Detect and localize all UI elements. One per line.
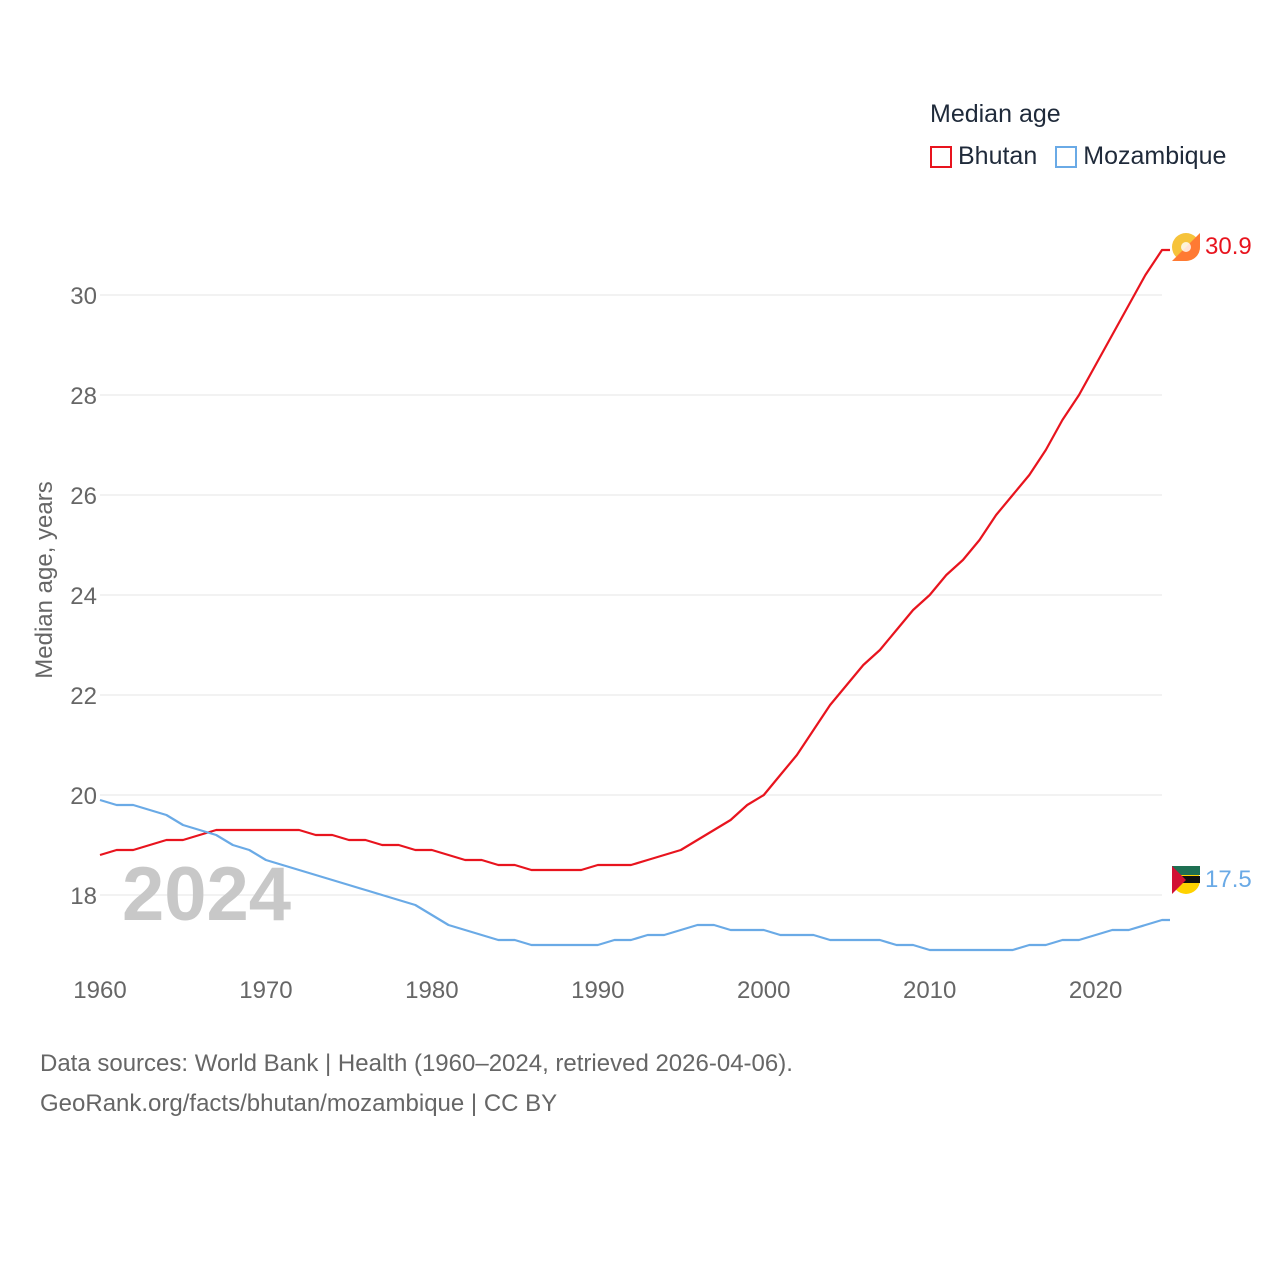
grid-lines [100, 294, 1162, 896]
bhutan-end-label: 30.9 [1205, 233, 1252, 260]
y-tick-label: 30 [70, 283, 97, 310]
legend-swatch-bhutan [930, 145, 952, 168]
data-source-text: Data sources: World Bank | Health (1960–… [40, 1050, 793, 1077]
y-tick-label: 18 [70, 883, 97, 910]
x-tick-label: 1990 [571, 977, 624, 1004]
series-line-mozambique [99, 798, 1170, 952]
x-tick-label: 2020 [1069, 977, 1122, 1004]
y-axis-ticks: 18 20 22 24 26 28 30 [70, 283, 97, 910]
footer: Data sources: World Bank | Health (1960–… [40, 1044, 793, 1124]
mozambique-end-label: 17.5 [1205, 866, 1252, 893]
y-axis-label: Median age, years [31, 481, 58, 678]
x-tick-label: 1970 [239, 977, 292, 1004]
x-tick-label: 2000 [737, 977, 790, 1004]
y-tick-label: 26 [70, 483, 97, 510]
series-lines [99, 248, 1170, 952]
y-tick-label: 22 [70, 683, 97, 710]
legend-label-mozambique: Mozambique [1083, 142, 1227, 170]
legend: Bhutan Mozambique [930, 142, 1244, 171]
attribution-link[interactable]: GeoRank.org/facts/bhutan/mozambique | CC… [40, 1090, 558, 1117]
legend-swatch-mozambique [1055, 145, 1078, 168]
y-tick-label: 28 [70, 383, 97, 410]
legend-title: Median age [930, 100, 1061, 128]
legend-label-bhutan: Bhutan [958, 142, 1038, 170]
y-tick-label: 24 [70, 583, 97, 610]
x-tick-label: 1980 [405, 977, 458, 1004]
mozambique-flag-icon [1172, 866, 1200, 894]
x-tick-label: 2010 [903, 977, 956, 1004]
legend-item-bhutan[interactable]: Bhutan [930, 142, 1037, 171]
y-tick-label: 20 [70, 783, 97, 810]
legend-item-mozambique[interactable]: Mozambique [1055, 142, 1226, 171]
x-axis-ticks: 1960 1970 1980 1990 2000 2010 2020 [73, 977, 1122, 1004]
bhutan-flag-icon [1172, 233, 1200, 261]
year-watermark: 2024 [122, 852, 291, 937]
x-tick-label: 1960 [73, 977, 126, 1004]
series-line-bhutan [99, 248, 1170, 872]
series-end-markers [1172, 233, 1200, 894]
